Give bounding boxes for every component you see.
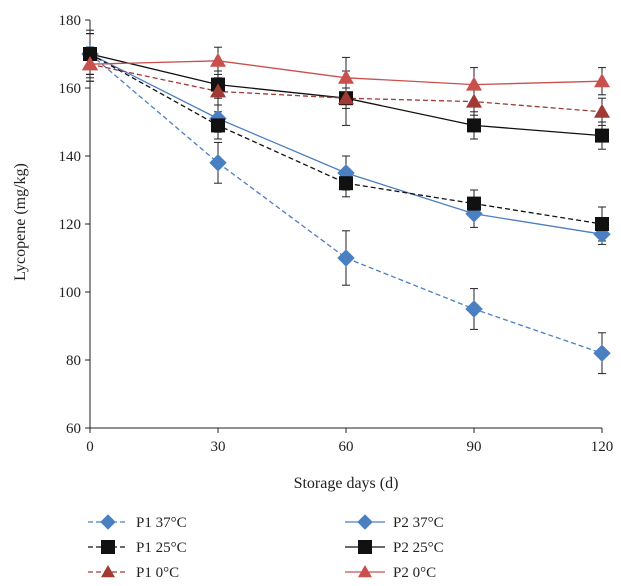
data-point-triangle: [82, 56, 98, 71]
series-line: [89, 53, 603, 225]
legend-item: P2 25°C: [345, 540, 444, 556]
data-point-triangle: [466, 93, 482, 108]
legend-label: P1 0°C: [136, 565, 179, 581]
x-tick-label: 60: [339, 439, 354, 455]
legend-label: P1 37°C: [136, 515, 187, 531]
data-point-triangle: [466, 76, 482, 91]
data-point-triangle: [338, 90, 354, 105]
y-tick-label: 80: [66, 353, 81, 369]
data-point-triangle: [338, 69, 354, 84]
data-point-diamond: [209, 154, 227, 172]
x-tick-label: 0: [86, 439, 94, 455]
legend-item: P1 25°C: [88, 540, 187, 556]
data-point-square: [467, 118, 481, 133]
data-point-diamond: [465, 300, 483, 318]
y-axis-title: Lycopene (mg/kg): [12, 163, 29, 281]
data-point-diamond: [593, 344, 611, 362]
data-point-diamond: [337, 249, 355, 267]
legend-label: P2 37°C: [393, 515, 444, 531]
y-tick-label: 140: [59, 149, 82, 165]
data-point-square: [595, 128, 609, 143]
legend-label: P1 25°C: [136, 540, 187, 556]
data-point-triangle: [594, 73, 610, 88]
data-point-diamond: [357, 514, 373, 530]
data-point-square: [83, 47, 97, 61]
legend-item: P2 37°C: [345, 514, 444, 531]
y-tick-label: 60: [66, 421, 81, 437]
x-tick-label: 30: [211, 439, 226, 455]
data-point-triangle: [210, 52, 226, 67]
data-point-triangle: [594, 103, 610, 118]
legend: P1 37°C P1 25°C P1 0°C P2 37°C P2 25°C P2 0°C: [88, 514, 444, 581]
data-point-square: [358, 540, 372, 554]
series-markers: [83, 47, 609, 231]
legend-label: P2 25°C: [393, 540, 444, 556]
series-layer: [81, 29, 611, 375]
axes: 60 80 100 120 140 160 180 0 30 60 90 120: [59, 13, 614, 455]
x-axis-title: Storage days (d): [294, 475, 399, 492]
x-tick-label: 120: [591, 439, 614, 455]
y-tick-label: 180: [59, 13, 82, 29]
data-point-square: [101, 540, 115, 554]
data-point-square: [467, 196, 481, 211]
data-point-square: [339, 176, 353, 191]
data-point-triangle: [101, 565, 115, 578]
y-tick-label: 160: [59, 81, 82, 97]
series-markers: [82, 52, 610, 91]
legend-item: P1 37°C: [88, 514, 187, 531]
legend-item: P1 0°C: [88, 565, 179, 581]
y-tick-label: 100: [59, 285, 82, 301]
x-tick-label: 90: [467, 439, 482, 455]
data-point-diamond: [100, 514, 116, 530]
legend-label: P2 0°C: [393, 565, 436, 581]
data-point-square: [595, 217, 609, 231]
legend-item: P2 0°C: [345, 565, 436, 581]
y-tick-label: 120: [59, 217, 82, 233]
data-point-triangle: [210, 83, 226, 98]
data-point-triangle: [358, 565, 372, 578]
data-point-square: [211, 118, 225, 133]
